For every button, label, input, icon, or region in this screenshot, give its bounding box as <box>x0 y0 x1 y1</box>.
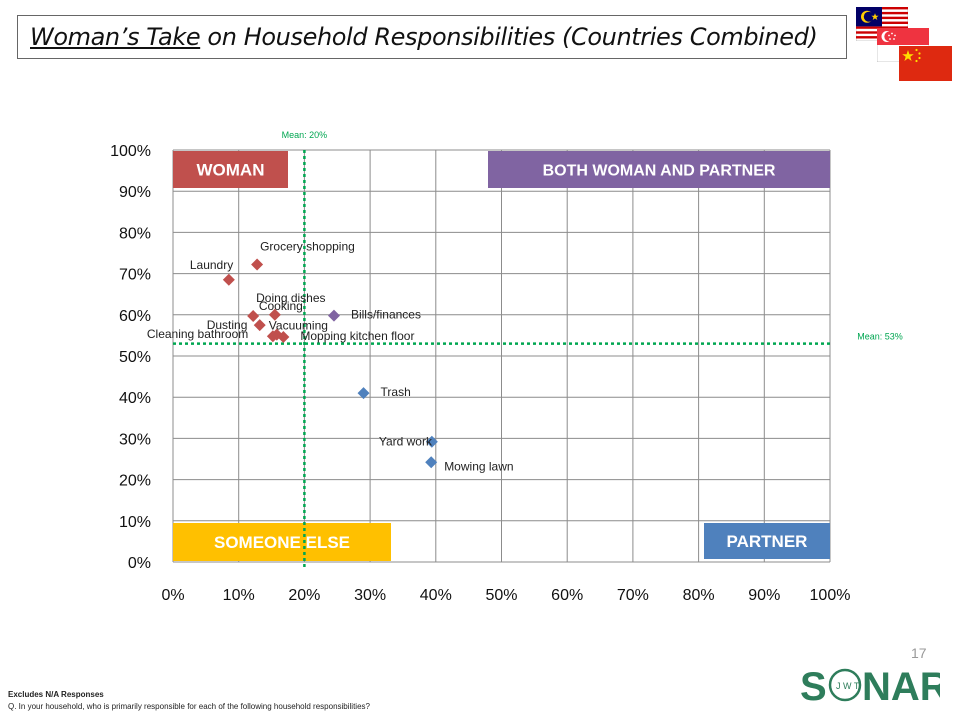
y-tick-label: 90% <box>119 184 151 201</box>
point-layer <box>222 258 438 469</box>
quadrant-box-both-woman-and-partner <box>488 151 830 188</box>
point-label-cleaning-bathroom: Cleaning bathroom <box>147 327 248 341</box>
point-label-dusting: Dusting <box>207 318 248 332</box>
point-mowing-lawn <box>425 456 438 469</box>
page-number: 17 <box>911 645 927 661</box>
tick-layer: 0% 10% 20% 30% 40% 50% 60% 70% 80% 90% 100% 0% 10% 20… <box>110 143 850 604</box>
x-tick-label: 20% <box>288 587 320 604</box>
point-yard-work <box>425 435 438 448</box>
label-layer: Laundry Grocery shopping Doing dishesCooki… <box>147 240 514 474</box>
point-bills-finances <box>327 309 340 322</box>
quadrant-layer: WOMAN BOTH WOMAN AND PARTNER SOMEONE ELSE P… <box>173 151 830 561</box>
point-label-laundry: Laundry <box>190 258 233 272</box>
x-tick-label: 40% <box>420 587 452 604</box>
x-tick-label: 50% <box>485 587 517 604</box>
point-label-mowing-lawn: Mowing lawn <box>444 459 513 473</box>
slide-title-underlined: Woman’s Take <box>30 23 201 51</box>
quadrant-label-both-woman-and-partner: BOTH WOMAN AND PARTNER <box>543 163 776 180</box>
point-grocery-shopping <box>251 258 264 271</box>
point-label-doing-dishes: Doing dishes <box>256 291 325 305</box>
point-label-bills-finances: Bills/finances <box>351 308 421 322</box>
quadrant-box-partner <box>704 523 830 559</box>
point-cooking <box>268 308 281 321</box>
china-flag <box>899 46 952 81</box>
y-tick-label: 0% <box>128 555 151 572</box>
footer-note-question: Q. In your household, who is primarily r… <box>8 702 370 711</box>
point-label-yard-work: Yard work <box>379 435 433 449</box>
slide-title-rest: on Household Responsibilities (Countries… <box>200 23 818 51</box>
point-dusting <box>253 319 266 332</box>
mean-layer: Mean: 20% Mean: 53% <box>173 130 903 570</box>
title-box: Woman’s Take on Household Responsibiliti… <box>17 15 847 59</box>
point-laundry <box>222 273 235 286</box>
x-tick-label: 60% <box>551 587 583 604</box>
point-mopping-kitchen-floor <box>277 331 290 344</box>
slide-title: Woman’s Take on Household Responsibiliti… <box>30 23 818 51</box>
y-tick-label: 100% <box>110 143 151 160</box>
point-label-trash: Trash <box>381 385 411 399</box>
quadrant-box-woman <box>173 151 288 188</box>
x-tick-label: 30% <box>354 587 386 604</box>
logo-jwt-text: J W T <box>836 681 860 691</box>
y-tick-label: 70% <box>119 267 151 284</box>
quadrant-box-someone-else <box>173 523 391 561</box>
grid-layer <box>172 149 831 563</box>
point-label-cooking: Cooking <box>259 299 303 313</box>
mean-x-label: Mean: 20% <box>282 130 328 140</box>
point-label-grocery-shopping: Grocery shopping <box>260 240 355 254</box>
x-tick-label: 70% <box>617 587 649 604</box>
footer-note-excludes: Excludes N/A Responses <box>8 690 104 699</box>
x-tick-label: 10% <box>223 587 255 604</box>
svg-text:S: S <box>800 665 827 708</box>
x-tick-label: 0% <box>161 587 184 604</box>
x-tick-label: 80% <box>683 587 715 604</box>
point-trash <box>357 387 370 400</box>
quadrant-label-someone-else: SOMEONE ELSE <box>214 533 350 552</box>
y-tick-label: 60% <box>119 308 151 325</box>
svg-text:NAR: NAR <box>862 665 940 708</box>
point-label-vacuuming: Vacuuming <box>269 319 328 333</box>
quadrant-label-partner: PARTNER <box>727 532 808 551</box>
quadrant-label-woman: WOMAN <box>197 161 265 180</box>
x-tick-label: 100% <box>810 587 851 604</box>
y-tick-label: 80% <box>119 225 151 242</box>
y-tick-label: 40% <box>119 390 151 407</box>
x-tick-label: 90% <box>748 587 780 604</box>
y-tick-label: 10% <box>119 514 151 531</box>
y-tick-label: 20% <box>119 473 151 490</box>
y-tick-label: 50% <box>119 349 151 366</box>
mean-y-label: Mean: 53% <box>857 332 903 342</box>
point-cleaning-bathroom <box>266 330 279 343</box>
point-doing-dishes <box>247 310 260 323</box>
point-label-mopping-kitchen-floor: Mopping kitchen floor <box>300 329 414 343</box>
y-tick-label: 30% <box>119 431 151 448</box>
sonar-logo: S J W T NAR <box>800 665 940 708</box>
